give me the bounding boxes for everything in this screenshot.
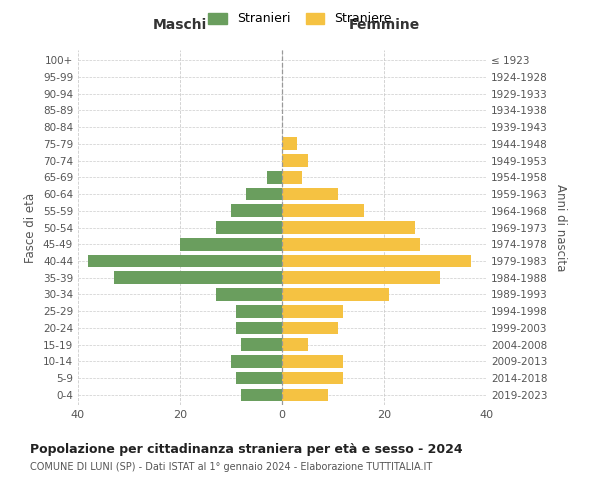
Bar — [282, 204, 364, 217]
Bar — [282, 171, 302, 183]
Bar — [282, 254, 471, 268]
Bar — [180, 238, 282, 250]
Bar — [282, 338, 308, 351]
Bar — [282, 238, 420, 250]
Bar — [241, 388, 282, 401]
Bar — [282, 221, 415, 234]
Bar — [216, 221, 282, 234]
Text: Popolazione per cittadinanza straniera per età e sesso - 2024: Popolazione per cittadinanza straniera p… — [30, 442, 463, 456]
Bar — [231, 355, 282, 368]
Text: Maschi: Maschi — [153, 18, 207, 32]
Bar — [113, 272, 282, 284]
Bar — [266, 171, 282, 183]
Bar — [282, 272, 440, 284]
Bar — [231, 204, 282, 217]
Bar — [282, 388, 328, 401]
Bar — [282, 305, 343, 318]
Bar — [246, 188, 282, 200]
Bar — [236, 322, 282, 334]
Bar — [282, 355, 343, 368]
Bar — [216, 288, 282, 301]
Text: Femmine: Femmine — [349, 18, 419, 32]
Bar — [282, 322, 338, 334]
Bar — [236, 372, 282, 384]
Bar — [282, 372, 343, 384]
Bar — [282, 188, 338, 200]
Legend: Stranieri, Straniere: Stranieri, Straniere — [205, 8, 395, 29]
Bar — [282, 288, 389, 301]
Y-axis label: Anni di nascita: Anni di nascita — [554, 184, 567, 271]
Text: COMUNE DI LUNI (SP) - Dati ISTAT al 1° gennaio 2024 - Elaborazione TUTTITALIA.IT: COMUNE DI LUNI (SP) - Dati ISTAT al 1° g… — [30, 462, 432, 472]
Bar — [236, 305, 282, 318]
Bar — [282, 154, 308, 167]
Y-axis label: Fasce di età: Fasce di età — [25, 192, 37, 262]
Bar — [282, 138, 298, 150]
Bar — [88, 254, 282, 268]
Bar — [241, 338, 282, 351]
